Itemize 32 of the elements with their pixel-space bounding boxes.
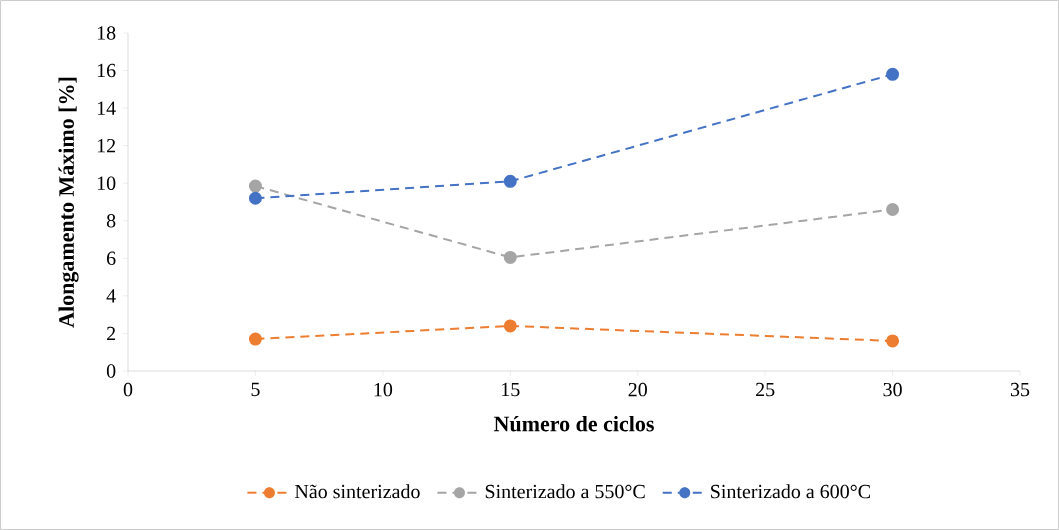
x-tick-label: 35 — [1010, 382, 1030, 397]
y-tick-label: 2 — [107, 326, 116, 341]
y-tick-label: 10 — [97, 176, 116, 190]
point — [503, 250, 517, 264]
x-tick-label: 10 — [374, 382, 393, 397]
point — [248, 179, 262, 193]
point — [886, 203, 900, 217]
x-tick-label: 30 — [883, 382, 902, 397]
point — [248, 191, 262, 205]
point — [886, 67, 900, 81]
y-tick-label: 6 — [106, 251, 116, 266]
x-axis-title: Número de ciclos — [493, 415, 654, 432]
legend-label: Não sinterizado — [294, 484, 420, 499]
x-tick-label: 0 — [123, 382, 133, 397]
y-tick-label: 14 — [97, 101, 116, 115]
y-tick-label: 12 — [97, 139, 116, 153]
x-tick-label: 25 — [756, 382, 775, 397]
point — [248, 332, 262, 346]
point — [503, 174, 517, 188]
legend-label: Sinterizado a 600°C — [711, 484, 870, 499]
point — [503, 319, 517, 333]
y-tick-label: 16 — [97, 63, 116, 78]
y-tick-label: 18 — [97, 26, 116, 40]
y-tick-label: 4 — [106, 289, 116, 303]
legend-label: Sinterizado a 550°C — [485, 484, 645, 499]
y-tick-label: 0 — [106, 364, 116, 378]
y-axis-title: Alongamento Máximo [%] — [58, 77, 79, 328]
point — [886, 334, 900, 348]
x-tick-label: 15 — [502, 382, 520, 397]
y-tick-label: 8 — [106, 214, 116, 228]
x-tick-label: 5 — [251, 382, 260, 397]
x-tick-label: 20 — [628, 382, 647, 397]
